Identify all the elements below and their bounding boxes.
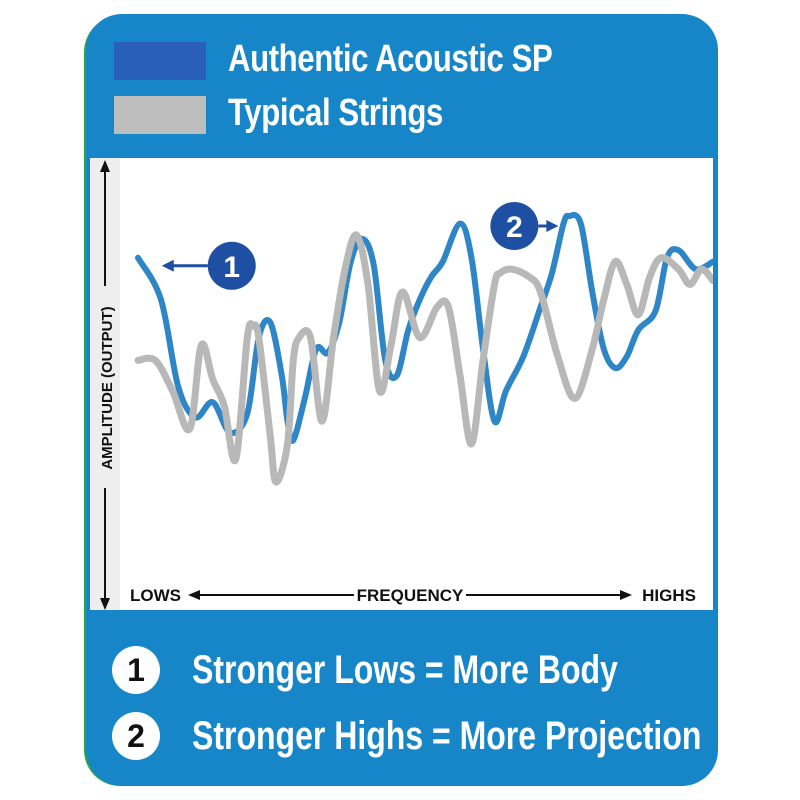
callout-number-badge: 2 — [112, 712, 160, 760]
legend-label-typical: Typical Strings — [228, 92, 443, 134]
series-line-authentic — [135, 212, 713, 444]
legend-swatch-typical — [114, 96, 206, 134]
legend-swatch-authentic — [114, 42, 206, 80]
callout-list: 1 Stronger Lows = More Body 2 Stronger H… — [112, 646, 712, 778]
callout-item: 1 Stronger Lows = More Body — [112, 646, 712, 708]
annotation-circle — [490, 202, 539, 250]
annotation-arrowhead-icon — [546, 220, 559, 232]
x-axis-label: FREQUENCY — [357, 586, 464, 605]
annotation-marker: 2 — [490, 202, 559, 250]
legend-label-authentic: Authentic Acoustic SP — [228, 38, 553, 80]
x-axis-arrowhead-right-icon — [620, 590, 632, 600]
x-axis-left-label: LOWS — [130, 586, 181, 605]
callout-number-badge: 1 — [112, 646, 160, 694]
y-axis-arrowhead-down-icon — [100, 598, 110, 610]
x-axis-arrowhead-left-icon — [188, 590, 200, 600]
series-line-typical — [134, 231, 713, 486]
y-axis-label: AMPLITUDE (OUTPUT) — [99, 306, 116, 469]
series-layer — [134, 212, 713, 486]
callout-text: Stronger Lows = More Body — [192, 648, 618, 692]
marker-layer: 12 — [161, 202, 559, 290]
annotation-label: 2 — [506, 211, 523, 244]
annotation-marker: 1 — [161, 241, 256, 290]
annotation-label: 1 — [223, 251, 240, 284]
x-axis-right-label: HIGHS — [642, 586, 696, 605]
annotation-arrowhead-icon — [161, 259, 174, 272]
annotation-circle — [207, 241, 256, 290]
y-axis-arrowhead-up-icon — [100, 160, 110, 172]
callout-item: 2 Stronger Highs = More Projection — [112, 712, 712, 774]
frequency-response-chart: 12 AMPLITUDE (OUTPUT) LOWS HIGHS FREQUEN… — [90, 158, 713, 610]
callout-text: Stronger Highs = More Projection — [192, 714, 702, 758]
